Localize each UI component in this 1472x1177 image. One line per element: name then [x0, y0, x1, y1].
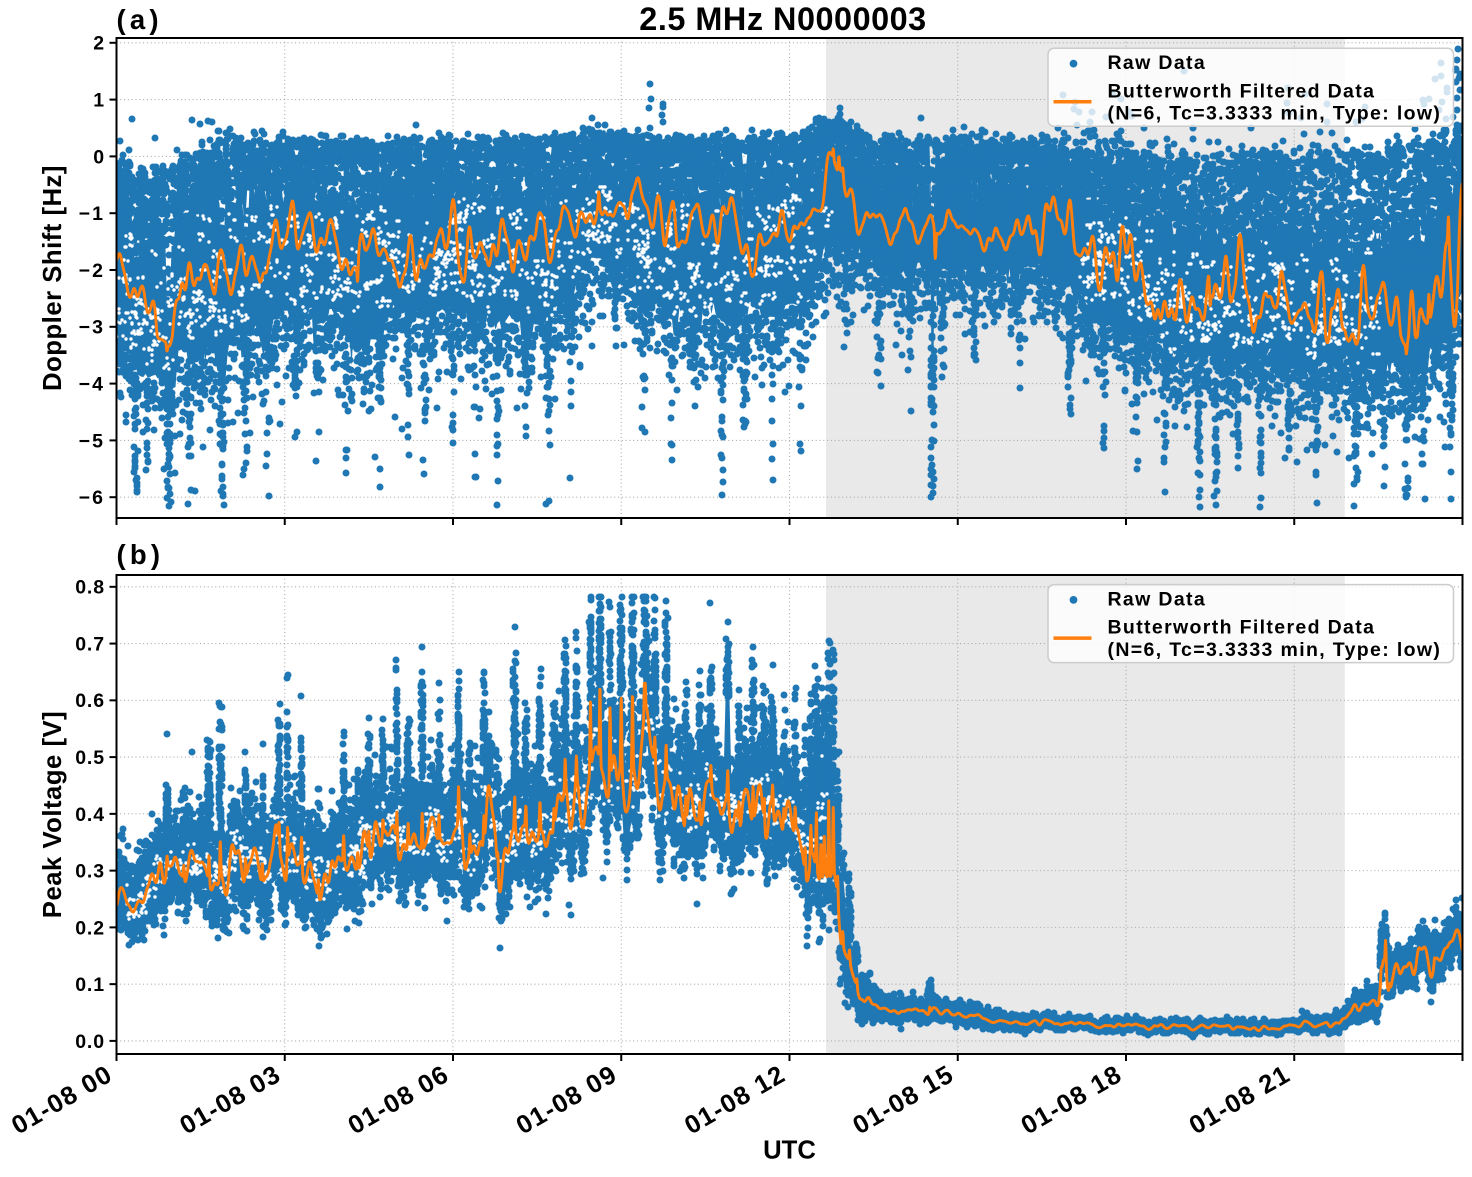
svg-text:0.3: 0.3: [75, 861, 105, 883]
svg-text:−2: −2: [79, 260, 105, 282]
svg-text:2.5 MHz N0000003: 2.5 MHz N0000003: [639, 1, 926, 37]
svg-text:−1: −1: [79, 203, 105, 225]
svg-text:−6: −6: [79, 487, 105, 509]
svg-text:0.2: 0.2: [75, 917, 105, 939]
svg-text:(a): (a): [117, 4, 163, 35]
svg-text:0.7: 0.7: [75, 634, 105, 656]
svg-text:(b): (b): [117, 539, 165, 570]
svg-text:0.4: 0.4: [75, 804, 105, 826]
svg-text:−4: −4: [79, 374, 105, 396]
svg-text:Peak Voltage [V]: Peak Voltage [V]: [39, 711, 67, 918]
svg-text:1: 1: [93, 90, 105, 112]
svg-text:Raw Data: Raw Data: [1108, 588, 1207, 610]
svg-text:0.0: 0.0: [75, 1031, 105, 1053]
svg-text:Doppler Shift [Hz]: Doppler Shift [Hz]: [39, 165, 67, 391]
svg-text:(N=6, Tc=3.3333 min, Type: low: (N=6, Tc=3.3333 min, Type: low): [1108, 103, 1442, 125]
svg-text:−3: −3: [79, 317, 105, 339]
svg-text:Butterworth Filtered Data: Butterworth Filtered Data: [1108, 617, 1376, 639]
svg-text:−5: −5: [79, 430, 105, 452]
svg-text:(N=6, Tc=3.3333 min, Type: low: (N=6, Tc=3.3333 min, Type: low): [1108, 639, 1442, 661]
svg-text:2: 2: [93, 33, 105, 55]
svg-text:UTC: UTC: [763, 1137, 816, 1165]
svg-text:0: 0: [93, 146, 105, 168]
svg-text:Butterworth Filtered Data: Butterworth Filtered Data: [1108, 80, 1376, 102]
svg-text:0.5: 0.5: [75, 747, 105, 769]
svg-text:Raw Data: Raw Data: [1108, 52, 1207, 74]
svg-text:0.6: 0.6: [75, 690, 105, 712]
svg-text:0.8: 0.8: [75, 577, 105, 599]
svg-text:0.1: 0.1: [75, 974, 105, 996]
